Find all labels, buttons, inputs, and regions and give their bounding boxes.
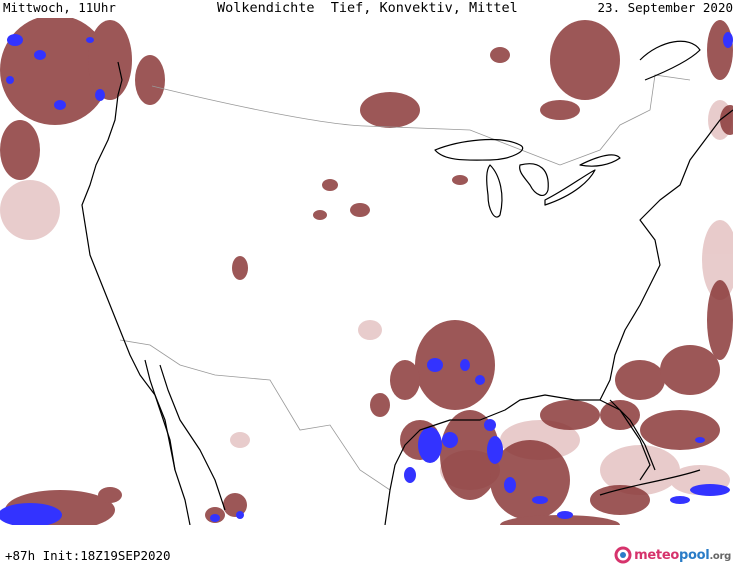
date-label: 23. September 2020	[597, 0, 733, 15]
light-cloud-layer	[0, 100, 733, 495]
dense-cloud-layer	[0, 18, 733, 525]
country-borders	[119, 74, 691, 491]
forecast-init-label: +87h Init:18Z19SEP2020	[5, 548, 171, 563]
coastlines	[81, 40, 733, 525]
meteopool-logo-icon	[614, 546, 632, 564]
meteopool-logo-text: meteopool.org	[634, 547, 731, 563]
weekday-time-label: Mittwoch, 11Uhr	[3, 0, 116, 15]
meteopool-logo[interactable]: meteopool.org	[614, 545, 731, 565]
map-title: Wolkendichte Tief, Konvektiv, Mittel	[217, 0, 518, 16]
weather-map	[0, 18, 733, 525]
convective-cloud-layer	[0, 32, 733, 525]
